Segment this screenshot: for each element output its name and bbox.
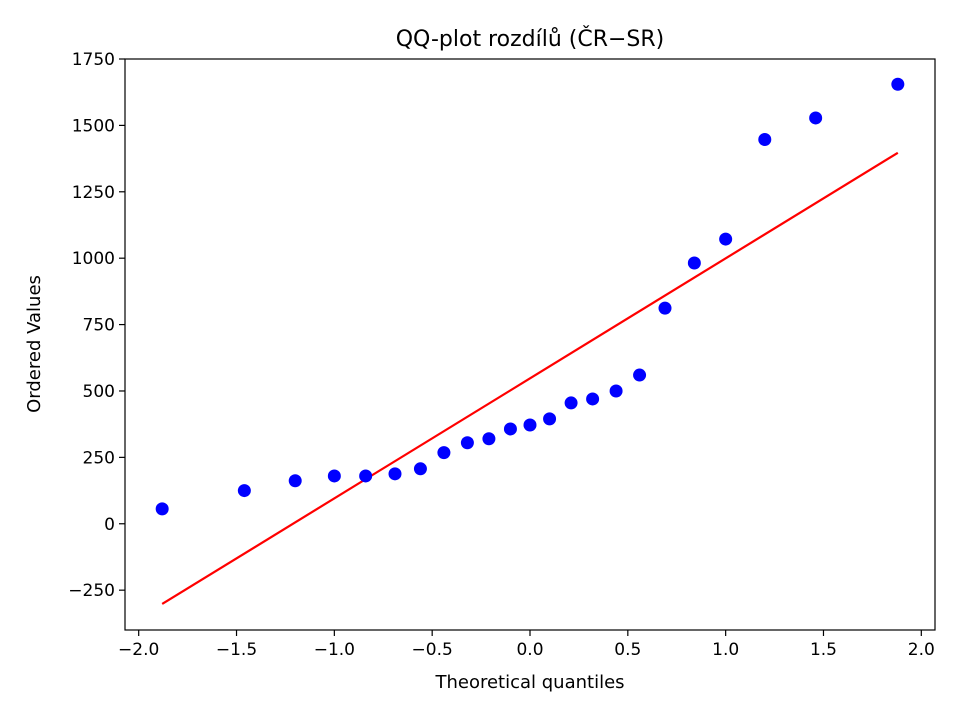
data-point bbox=[633, 368, 647, 382]
x-tick-label: 2.0 bbox=[908, 640, 935, 660]
x-tick-label: 0.0 bbox=[516, 640, 543, 660]
x-tick-label: −1.0 bbox=[314, 640, 355, 660]
y-tick-label: 750 bbox=[83, 316, 115, 336]
data-point bbox=[586, 392, 600, 406]
chart-title: QQ-plot rozdílů (ČR−SR) bbox=[396, 26, 665, 52]
y-tick-label: 1750 bbox=[72, 50, 115, 70]
data-point bbox=[327, 469, 341, 483]
data-point bbox=[437, 446, 451, 460]
data-point bbox=[564, 396, 578, 410]
chart-marks bbox=[155, 77, 905, 605]
x-axis-label: Theoretical quantiles bbox=[434, 672, 624, 693]
data-point bbox=[658, 301, 672, 315]
y-tick-label: 0 bbox=[104, 515, 115, 535]
x-tick-label: −0.5 bbox=[412, 640, 453, 660]
x-tick-label: 1.5 bbox=[810, 640, 837, 660]
x-tick-label: −2.0 bbox=[118, 640, 159, 660]
y-tick-label: 1250 bbox=[72, 183, 115, 203]
data-point bbox=[359, 469, 373, 483]
data-point bbox=[155, 502, 169, 516]
y-tick-label: 500 bbox=[83, 382, 115, 402]
data-point bbox=[388, 467, 402, 481]
data-point bbox=[719, 232, 733, 246]
data-point bbox=[809, 111, 823, 125]
y-axis-label: Ordered Values bbox=[24, 275, 45, 413]
data-point bbox=[237, 484, 251, 498]
fit-line bbox=[161, 151, 899, 605]
data-point bbox=[413, 462, 427, 476]
x-tick-label: −1.5 bbox=[216, 640, 257, 660]
data-point bbox=[543, 412, 557, 426]
data-point bbox=[503, 422, 517, 436]
y-axis-ticks: −250 0 250 500 750 1000 1250 1500 1750 bbox=[68, 50, 125, 601]
y-tick-label: 250 bbox=[83, 448, 115, 468]
data-point bbox=[482, 432, 496, 446]
data-point bbox=[288, 474, 302, 488]
y-tick-label: 1500 bbox=[72, 116, 115, 136]
data-point bbox=[609, 384, 623, 398]
data-point bbox=[687, 256, 701, 270]
x-tick-label: 1.0 bbox=[712, 640, 739, 660]
x-axis-ticks: −2.0 −1.5 −1.0 −0.5 0.0 0.5 1.0 1.5 2.0 bbox=[118, 630, 935, 660]
y-tick-label: 1000 bbox=[72, 249, 115, 269]
plot-area-background bbox=[125, 59, 935, 630]
x-tick-label: 0.5 bbox=[614, 640, 641, 660]
y-tick-label: −250 bbox=[68, 581, 115, 601]
data-point bbox=[523, 418, 537, 432]
plot-frame bbox=[124, 58, 936, 631]
data-point bbox=[460, 436, 474, 450]
data-point bbox=[891, 77, 905, 91]
data-point bbox=[758, 132, 772, 146]
